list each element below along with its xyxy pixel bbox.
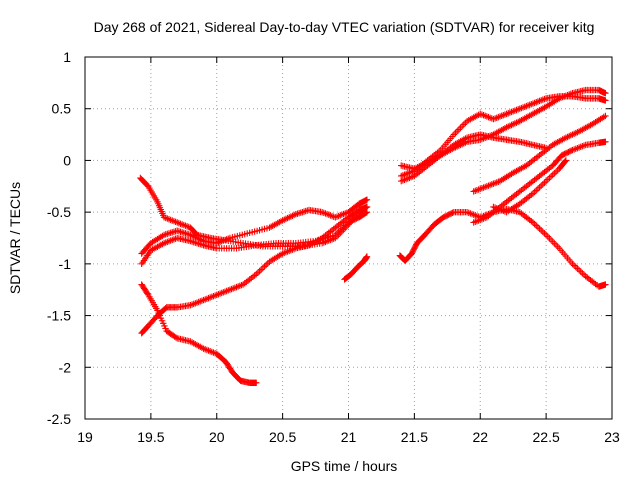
- data-point: [537, 182, 545, 189]
- data-point: [579, 269, 586, 277]
- data-point: [549, 171, 556, 179]
- data-point: [261, 263, 268, 270]
- data-point: [452, 129, 459, 137]
- data-point: [531, 220, 538, 228]
- chart-title: Day 268 of 2021, Sidereal Day-to-day VTE…: [94, 19, 595, 35]
- plot-frame: [84, 56, 613, 420]
- x-tick-label: 19.5: [137, 429, 164, 445]
- data-point: [534, 185, 542, 193]
- data-point: [542, 177, 550, 185]
- data-point: [534, 223, 542, 231]
- data-point: [539, 228, 547, 235]
- data-point: [602, 90, 609, 97]
- data-point: [256, 267, 263, 275]
- data-point: [258, 266, 265, 273]
- data-point: [575, 266, 583, 274]
- data-point: [552, 241, 560, 249]
- data-point: [554, 243, 561, 250]
- data-point: [602, 97, 609, 104]
- data-point: [551, 240, 558, 247]
- y-axis-label: SDTVAR / TECUs: [7, 182, 23, 294]
- x-tick-label: 19: [77, 429, 93, 445]
- data-point: [602, 112, 609, 120]
- y-tick-label: 0.5: [52, 101, 72, 117]
- data-markers: [137, 86, 609, 386]
- data-point: [547, 236, 555, 244]
- x-tick-label: 21.5: [401, 429, 428, 445]
- data-point: [539, 181, 547, 188]
- data-point: [449, 209, 456, 216]
- data-point: [551, 170, 558, 177]
- data-point: [363, 253, 371, 260]
- axis-ticks: 19 19.5 20 20.5 21 21.5 22 22.5 23 -2.5 -2 -1.5 -1 -0…: [47, 49, 620, 445]
- y-tick-label: -2: [59, 359, 72, 375]
- series-track-3: [138, 196, 371, 257]
- data-point: [531, 188, 538, 196]
- data-point: [262, 261, 270, 269]
- x-axis-label: GPS time / hours: [291, 458, 398, 474]
- series-track-13: [490, 157, 570, 216]
- data-point: [570, 262, 578, 269]
- data-point: [546, 235, 553, 242]
- data-point: [455, 126, 463, 133]
- y-tick-label: -0.5: [47, 204, 71, 220]
- series-track-10: [398, 86, 609, 172]
- series-track-6: [341, 253, 371, 283]
- data-point: [547, 173, 555, 180]
- data-point: [541, 179, 548, 186]
- data-point: [572, 263, 579, 271]
- data-point: [259, 264, 267, 272]
- x-tick-label: 22: [472, 429, 488, 445]
- y-tick-label: -2.5: [47, 411, 71, 427]
- data-point: [363, 203, 371, 211]
- x-tick-label: 23: [604, 429, 620, 445]
- data-point: [172, 334, 180, 341]
- data-point: [577, 268, 584, 275]
- data-point: [574, 265, 581, 272]
- x-tick-label: 20.5: [269, 429, 296, 445]
- data-point: [561, 158, 569, 165]
- data-point: [580, 271, 588, 278]
- data-point: [536, 184, 543, 191]
- data-point: [552, 168, 560, 176]
- data-point: [541, 230, 548, 237]
- data-point: [362, 209, 370, 216]
- data-point: [542, 231, 550, 239]
- data-point: [144, 290, 151, 297]
- series-track-5: [138, 203, 371, 337]
- data-point: [537, 227, 545, 234]
- y-tick-label: 1: [63, 49, 71, 65]
- series-track-7: [396, 205, 609, 290]
- data-point: [602, 138, 609, 146]
- data-point: [602, 281, 609, 288]
- data-point: [460, 121, 467, 128]
- y-tick-label: -1: [59, 256, 72, 272]
- data-point: [453, 128, 461, 135]
- data-point: [533, 187, 540, 194]
- data-point: [458, 122, 466, 130]
- series-track-4: [138, 281, 260, 386]
- data-point: [546, 174, 553, 182]
- series-track-12: [470, 112, 609, 195]
- data-point: [562, 157, 570, 164]
- x-tick-label: 21: [341, 429, 357, 445]
- x-tick-label: 22.5: [533, 429, 560, 445]
- data-point: [549, 238, 556, 245]
- data-point: [253, 379, 260, 386]
- series-track-11: [470, 138, 609, 226]
- data-point: [544, 176, 551, 183]
- data-point: [457, 124, 464, 132]
- data-point: [254, 269, 262, 276]
- data-point: [567, 147, 575, 154]
- y-tick-label: -1.5: [47, 308, 71, 324]
- y-tick-label: 0: [63, 152, 71, 168]
- data-point: [363, 196, 371, 203]
- data-point: [544, 233, 551, 240]
- x-tick-label: 20: [209, 429, 225, 445]
- data-point: [533, 222, 540, 229]
- data-point: [536, 225, 543, 232]
